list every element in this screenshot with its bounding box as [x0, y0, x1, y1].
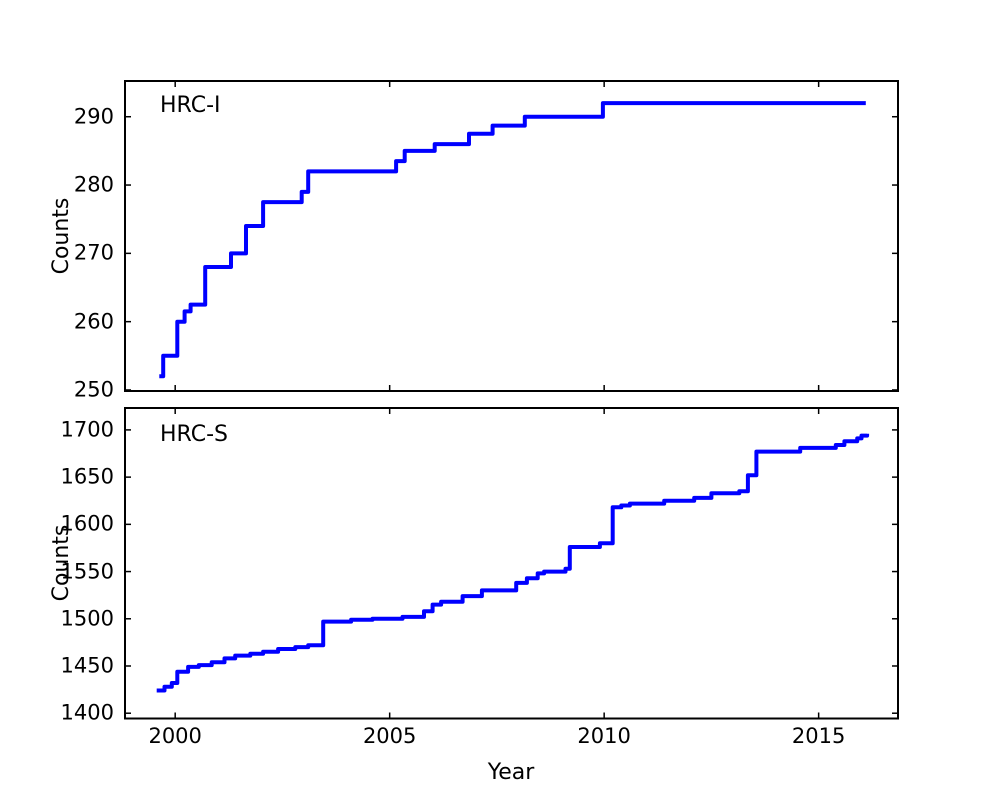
- y-tick-label: 1550: [60, 559, 114, 584]
- subplot-title-hrc-s: HRC-S: [160, 422, 228, 447]
- series-line-hrc-i: [159, 101, 866, 379]
- y-tick-label: 1450: [60, 653, 114, 678]
- y-tick-label: 1600: [60, 511, 114, 536]
- y-tick-label: 290: [73, 104, 114, 129]
- x-tick-label: 2010: [577, 723, 631, 748]
- y-axis-label-top: Counts: [49, 197, 74, 275]
- y-tick-label: 1650: [60, 464, 114, 489]
- plot-frame: [124, 407, 899, 720]
- y-tick-label: 250: [73, 377, 114, 402]
- y-tick-label: 1500: [60, 606, 114, 631]
- x-axis-label: Year: [487, 760, 535, 785]
- x-tick-label: 2005: [362, 723, 417, 748]
- x-tick-label: 2015: [791, 723, 846, 748]
- series-line-hrc-s: [156, 433, 870, 693]
- plot-frame: [124, 80, 899, 392]
- x-tick-label: 2000: [148, 723, 202, 748]
- y-tick-label: 1700: [60, 417, 114, 442]
- y-tick-label: 1400: [60, 700, 114, 725]
- subplot-title-hrc-i: HRC-I: [160, 93, 221, 118]
- y-tick-label: 260: [73, 309, 114, 334]
- y-tick-label: 270: [73, 240, 114, 265]
- y-tick-label: 280: [73, 172, 114, 197]
